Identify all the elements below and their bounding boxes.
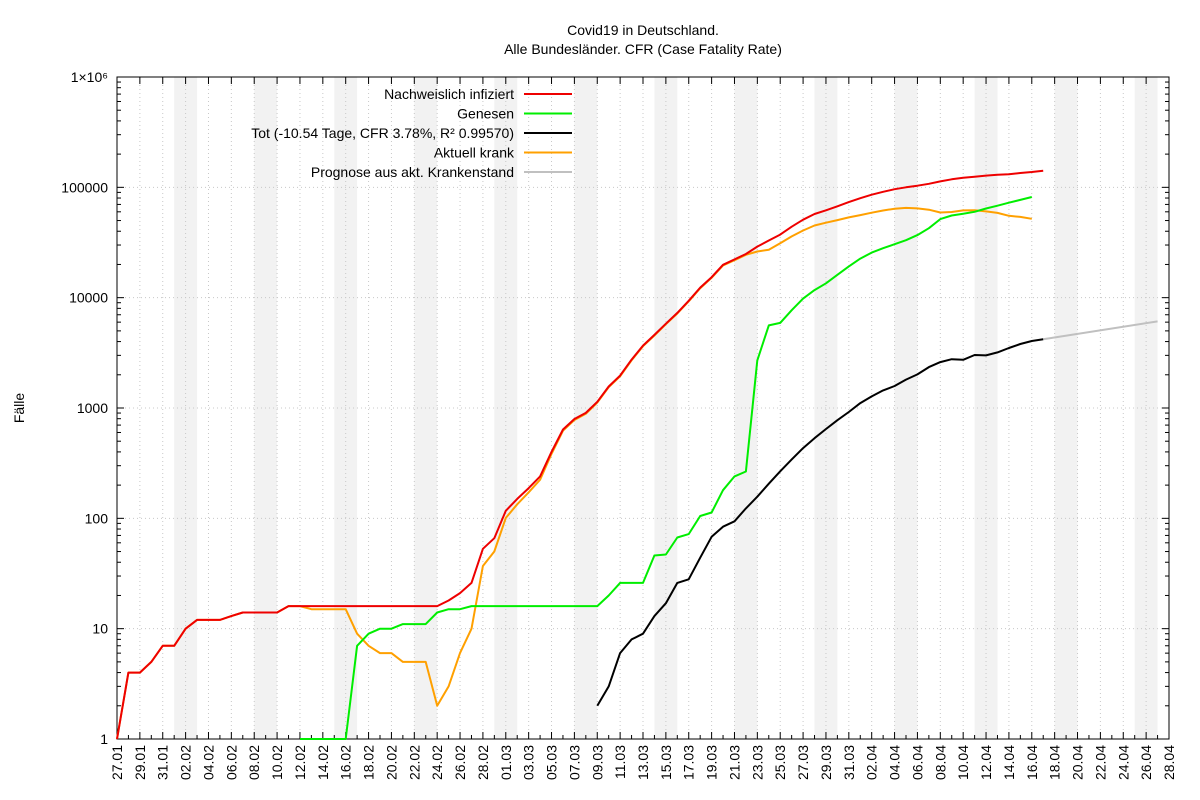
x-tick-label: 06.02 xyxy=(223,745,239,780)
legend: Nachweislich infiziert Genesen Tot (-10.54… xyxy=(251,86,572,180)
y-tick-label: 1 xyxy=(100,731,108,747)
legend-label: Tot (-10.54 Tage, CFR 3.78%, R² 0.99570) xyxy=(251,125,514,141)
x-tick-label: 18.02 xyxy=(361,745,377,780)
x-tick-label: 08.02 xyxy=(246,745,262,780)
x-tick-label: 11.03 xyxy=(612,745,628,779)
x-tick-label: 15.03 xyxy=(658,745,674,780)
x-tick-label: 29.03 xyxy=(818,745,834,780)
weekend-band xyxy=(974,77,998,739)
x-tick-label: 12.04 xyxy=(978,745,994,780)
x-tick-label: 20.02 xyxy=(383,745,399,780)
x-tick-label: 22.04 xyxy=(1092,745,1108,780)
x-tick-label: 07.03 xyxy=(566,745,582,780)
x-tick-label: 12.02 xyxy=(292,745,308,780)
x-tick-label: 08.04 xyxy=(932,745,948,780)
y-tick-label: 10 xyxy=(92,621,108,637)
x-tick-label: 23.03 xyxy=(749,745,765,780)
series-line xyxy=(1043,320,1158,341)
x-tick-label: 28.04 xyxy=(1161,745,1177,780)
series-line xyxy=(300,196,1033,740)
x-tick-label: 14.04 xyxy=(1001,745,1017,780)
x-tick-label: 21.03 xyxy=(726,745,742,780)
x-tick-label: 16.04 xyxy=(1024,745,1040,780)
chart-title: Covid19 in Deutschland. xyxy=(567,22,719,38)
x-tick-label: 24.02 xyxy=(429,745,445,780)
weekend-band xyxy=(1134,77,1158,739)
x-tick-label: 18.04 xyxy=(1047,745,1063,780)
x-tick-label: 27.03 xyxy=(795,745,811,780)
x-tick-label: 26.04 xyxy=(1138,745,1154,780)
x-tick-label: 01.03 xyxy=(498,745,514,780)
x-tick-label: 03.03 xyxy=(521,745,537,780)
x-tick-label: 14.02 xyxy=(315,745,331,780)
x-tick-label: 26.02 xyxy=(452,745,468,780)
x-tick-label: 29.01 xyxy=(132,745,148,780)
x-tick-label: 28.02 xyxy=(475,745,491,780)
x-tick-label: 24.04 xyxy=(1115,745,1131,780)
x-tick-label: 17.03 xyxy=(681,745,697,780)
x-tick-label: 22.02 xyxy=(406,745,422,780)
chart-subtitle: Alle Bundesländer. CFR (Case Fatality Ra… xyxy=(504,41,782,57)
x-axis-ticks: 27.01 29.01 31.01 02.02 04.02 06.02 08.02 10.02… xyxy=(109,77,1177,780)
weekend-band xyxy=(1054,77,1078,739)
legend-label: Nachweislich infiziert xyxy=(384,86,514,102)
y-tick-label: 100000 xyxy=(61,179,108,195)
series-line xyxy=(596,338,1044,707)
legend-label: Prognose aus akt. Krankenstand xyxy=(311,164,514,180)
legend-label: Aktuell krank xyxy=(434,145,515,161)
x-tick-label: 04.04 xyxy=(887,745,903,780)
y-tick-label: 100 xyxy=(85,510,109,526)
series-line xyxy=(116,169,1044,740)
x-tick-label: 06.04 xyxy=(909,745,925,780)
y-axis-label: Fälle xyxy=(11,393,27,424)
x-tick-label: 02.04 xyxy=(864,745,880,780)
x-tick-label: 25.03 xyxy=(772,745,788,780)
y-tick-label: 1×10⁶ xyxy=(71,69,108,85)
y-tick-label: 10000 xyxy=(69,290,108,306)
x-tick-label: 20.04 xyxy=(1070,745,1086,780)
series-lines xyxy=(116,169,1158,740)
x-tick-label: 16.02 xyxy=(338,745,354,780)
x-tick-label: 04.02 xyxy=(200,745,216,780)
y-axis-ticks: 1 10 100 1000 10000 100000 1×10⁶ xyxy=(61,69,1169,747)
legend-label: Genesen xyxy=(457,106,514,122)
x-tick-label: 13.03 xyxy=(635,745,651,780)
x-tick-label: 05.03 xyxy=(544,745,560,780)
x-tick-label: 10.02 xyxy=(269,745,285,780)
x-tick-label: 10.04 xyxy=(955,745,971,780)
x-tick-label: 27.01 xyxy=(109,745,125,780)
x-tick-label: 31.03 xyxy=(841,745,857,780)
x-tick-label: 19.03 xyxy=(704,745,720,780)
x-tick-label: 09.03 xyxy=(589,745,605,780)
x-tick-label: 31.01 xyxy=(155,745,171,780)
x-tick-label: 02.02 xyxy=(178,745,194,780)
y-tick-label: 1000 xyxy=(77,400,108,416)
